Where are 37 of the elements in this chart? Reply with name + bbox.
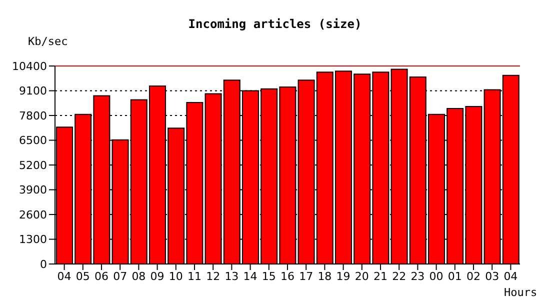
x-tick-label: 02: [466, 270, 480, 283]
y-tick-label: 3900: [19, 184, 47, 197]
x-tick-label: 00: [429, 270, 444, 283]
y-tick-label: 2600: [19, 208, 47, 222]
x-tick-label: 18: [318, 270, 332, 283]
y-tick-label: 7800: [19, 109, 47, 122]
y-tick-label: 6500: [19, 134, 47, 148]
y-tick-label: 1300: [19, 233, 47, 246]
x-tick-label: 09: [150, 270, 164, 283]
x-tick-label: 03: [485, 270, 500, 283]
x-tick-label: 13: [224, 270, 239, 283]
x-tick-label: 23: [410, 270, 425, 283]
x-axis-title: Hours: [504, 286, 538, 299]
x-tick-label: 16: [280, 270, 294, 283]
x-tick-label: 19: [336, 270, 350, 283]
y-tick-label: 0: [40, 258, 47, 271]
x-tick-label: 21: [374, 270, 388, 283]
x-tick-label: 04: [57, 270, 72, 283]
x-tick-label: 14: [243, 270, 258, 283]
x-tick-label: 20: [354, 270, 369, 283]
y-tick-label: 5200: [19, 158, 47, 172]
x-tick-label: 08: [132, 270, 146, 283]
x-tick-label: 17: [299, 270, 314, 283]
x-tick-label: 10: [168, 270, 183, 283]
x-tick-label: 11: [188, 270, 202, 283]
x-tick-label: 12: [206, 270, 220, 283]
y-tick-label: 9100: [19, 84, 47, 98]
chart-title: Incoming articles (size): [187, 17, 363, 31]
x-tick-label: 05: [76, 270, 90, 283]
x-tick-label: 06: [94, 270, 108, 283]
x-tick-label: 04: [504, 270, 518, 283]
y-axis-title: Kb/sec: [28, 35, 68, 48]
x-tick-label: 07: [113, 270, 128, 283]
x-tick-label: 15: [262, 270, 276, 283]
y-tick-label: 10400: [12, 60, 47, 73]
x-tick-label: 01: [448, 270, 462, 283]
x-tick-label: 22: [392, 270, 406, 283]
